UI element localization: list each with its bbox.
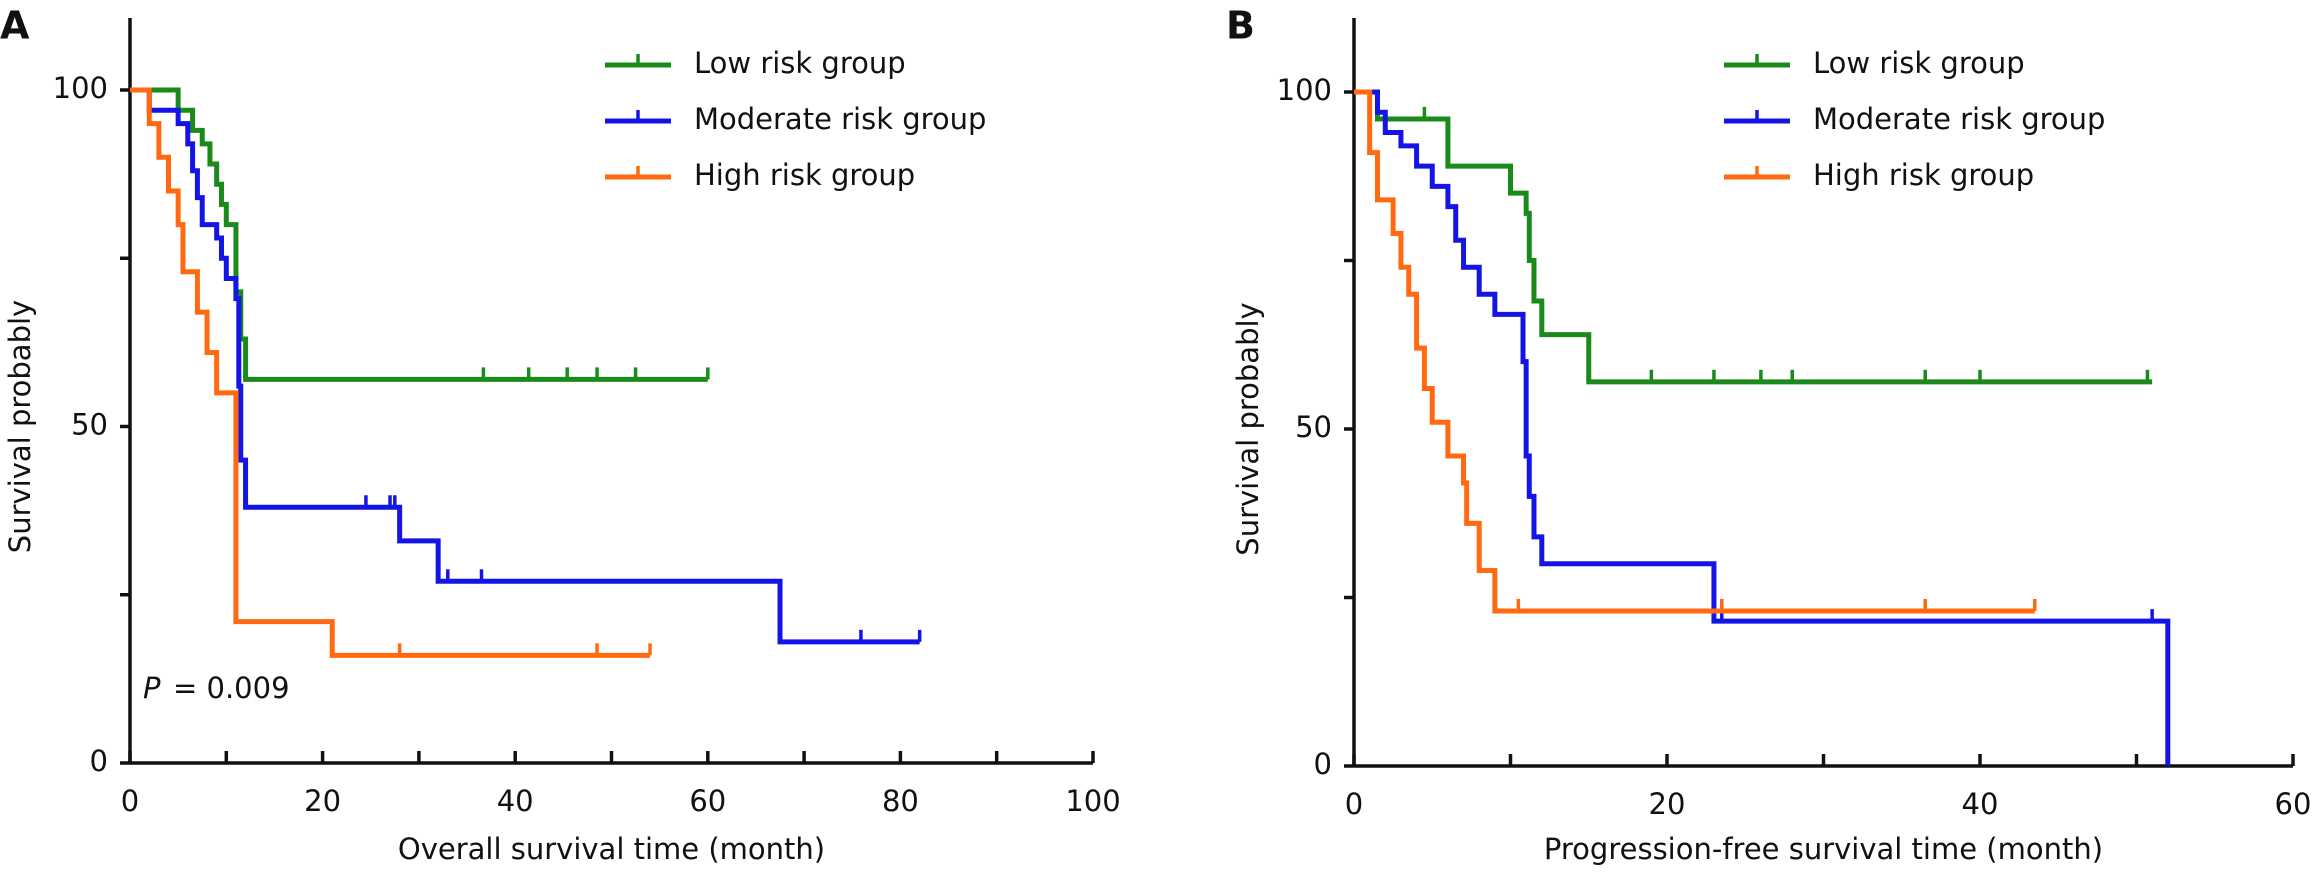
panel-letter: B: [1226, 4, 1255, 48]
x-axis-label: Overall survival time (month): [398, 832, 825, 866]
x-tick-label: 80: [882, 784, 919, 818]
x-tick-label: 20: [1649, 787, 1686, 821]
survival-curve: [1354, 89, 2171, 766]
x-tick-label: 0: [1345, 787, 1363, 821]
x-tick-label: 40: [1962, 787, 1999, 821]
legend-label: Moderate risk group: [694, 102, 986, 136]
survival-curve: [1354, 89, 2153, 385]
y-axis-label: Survival probably: [3, 300, 37, 553]
survival-curve: [1354, 89, 2035, 614]
survival-curve: [130, 87, 920, 645]
survival-curve: [130, 87, 651, 658]
y-tick-label: 100: [1277, 73, 1332, 107]
annotation-symbol: P: [143, 671, 161, 705]
legend-label: Low risk group: [694, 46, 906, 80]
y-tick-label: 0: [90, 744, 108, 778]
legend-label: High risk group: [1813, 158, 2034, 192]
x-tick-label: 40: [497, 784, 534, 818]
x-tick-label: 60: [689, 784, 726, 818]
annotation: = 0.009: [173, 671, 290, 705]
y-tick-label: 100: [53, 71, 108, 105]
y-tick-label: 50: [1295, 410, 1332, 444]
x-tick-label: 20: [304, 784, 341, 818]
x-axis-label: Progression-free survival time (month): [1544, 832, 2103, 866]
x-tick-label: 60: [2275, 787, 2312, 821]
legend-label: Moderate risk group: [1813, 102, 2105, 136]
x-tick-label: 100: [1065, 784, 1120, 818]
x-tick-label: 0: [121, 784, 139, 818]
y-tick-label: 0: [1314, 747, 1332, 781]
y-axis-label: Survival probably: [1231, 302, 1265, 555]
y-tick-label: 50: [71, 408, 108, 442]
legend-label: High risk group: [694, 158, 915, 192]
panel-letter: A: [0, 4, 30, 48]
legend-label: Low risk group: [1813, 46, 2025, 80]
